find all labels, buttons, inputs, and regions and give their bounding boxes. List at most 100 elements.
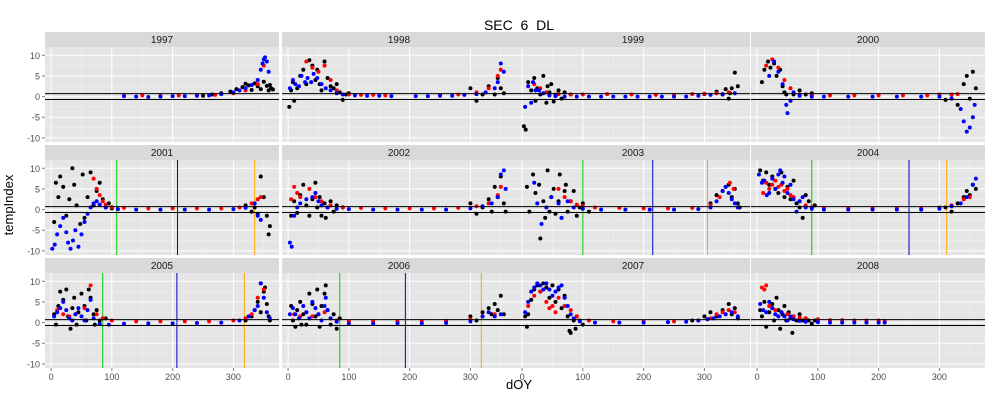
point-black bbox=[759, 314, 764, 319]
point-black bbox=[551, 186, 556, 191]
point-red bbox=[900, 93, 905, 98]
point-black bbox=[56, 195, 61, 200]
point-blue bbox=[973, 176, 978, 181]
point-blue bbox=[82, 318, 87, 323]
point-red bbox=[103, 202, 108, 207]
point-red bbox=[498, 67, 503, 72]
point-black bbox=[489, 312, 494, 317]
facet-strip bbox=[282, 145, 516, 160]
x-tick-label: 200 bbox=[402, 372, 417, 382]
point-black bbox=[791, 178, 796, 183]
point-red bbox=[231, 318, 236, 323]
point-red bbox=[791, 314, 796, 319]
x-tick-label: 0 bbox=[520, 372, 525, 382]
point-red bbox=[788, 193, 793, 198]
point-red bbox=[109, 318, 114, 323]
point-black bbox=[772, 318, 777, 323]
x-tick-label: 100 bbox=[104, 372, 119, 382]
point-blue bbox=[758, 301, 763, 306]
point-blue bbox=[641, 320, 646, 325]
point-blue bbox=[776, 314, 781, 319]
point-black bbox=[304, 322, 309, 327]
point-red bbox=[568, 92, 573, 97]
point-blue bbox=[523, 310, 528, 315]
point-black bbox=[492, 92, 497, 97]
point-black bbox=[541, 199, 546, 204]
x-tick-label: 200 bbox=[636, 372, 651, 382]
point-red bbox=[94, 186, 99, 191]
point-blue bbox=[815, 320, 820, 325]
point-red bbox=[255, 295, 260, 300]
point-black bbox=[290, 318, 295, 323]
point-blue bbox=[767, 73, 772, 78]
point-blue bbox=[255, 304, 260, 309]
facet-panel-2006: 2006 0 100 200 300 bbox=[282, 258, 516, 382]
facet-strip-label: 2005 bbox=[151, 261, 174, 272]
point-red bbox=[298, 195, 303, 200]
point-blue bbox=[970, 182, 975, 187]
point-blue bbox=[68, 246, 73, 251]
point-blue bbox=[553, 289, 558, 294]
point-red bbox=[176, 93, 181, 98]
point-black bbox=[571, 188, 576, 193]
facet-strip-label: 2002 bbox=[388, 148, 411, 159]
point-black bbox=[563, 182, 568, 187]
point-red bbox=[207, 319, 212, 324]
point-blue bbox=[352, 93, 357, 98]
point-black bbox=[949, 209, 954, 214]
point-black bbox=[468, 314, 473, 319]
point-blue bbox=[919, 94, 924, 99]
point-black bbox=[501, 312, 506, 317]
point-blue bbox=[762, 178, 767, 183]
point-blue bbox=[79, 232, 84, 237]
point-blue bbox=[146, 321, 151, 326]
point-blue bbox=[287, 312, 292, 317]
point-black bbox=[532, 75, 537, 80]
y-tick-label: -5 bbox=[32, 339, 40, 349]
point-red bbox=[182, 319, 187, 324]
point-black bbox=[249, 87, 254, 92]
point-red bbox=[346, 92, 351, 97]
point-blue bbox=[732, 201, 737, 206]
point-blue bbox=[498, 312, 503, 317]
point-blue bbox=[809, 206, 814, 211]
point-red bbox=[785, 186, 790, 191]
point-blue bbox=[289, 244, 294, 249]
point-black bbox=[762, 299, 767, 304]
point-red bbox=[556, 186, 561, 191]
point-red bbox=[773, 178, 778, 183]
point-black bbox=[323, 283, 328, 288]
point-blue bbox=[293, 312, 298, 317]
point-black bbox=[76, 310, 81, 315]
facet-strip-label: 1997 bbox=[151, 35, 174, 46]
point-blue bbox=[255, 213, 260, 218]
point-red bbox=[237, 205, 242, 210]
point-red bbox=[319, 199, 324, 204]
point-blue bbox=[328, 88, 333, 93]
point-blue bbox=[311, 71, 316, 76]
point-blue bbox=[782, 174, 787, 179]
point-black bbox=[533, 191, 538, 196]
point-red bbox=[310, 314, 315, 319]
point-blue bbox=[788, 314, 793, 319]
point-blue bbox=[389, 94, 394, 99]
point-black bbox=[690, 318, 695, 323]
point-red bbox=[495, 73, 500, 78]
point-blue bbox=[61, 299, 66, 304]
point-blue bbox=[970, 115, 975, 120]
point-red bbox=[91, 176, 96, 181]
point-blue bbox=[438, 93, 443, 98]
point-red bbox=[88, 283, 93, 288]
facet-panel-2002: 2002 bbox=[282, 145, 516, 255]
point-black bbox=[468, 86, 473, 91]
point-red bbox=[586, 318, 591, 323]
point-blue bbox=[334, 206, 339, 211]
point-blue bbox=[537, 88, 542, 93]
point-black bbox=[541, 281, 546, 286]
point-blue bbox=[58, 306, 63, 311]
point-black bbox=[762, 67, 767, 72]
point-blue bbox=[723, 184, 728, 189]
point-black bbox=[486, 197, 491, 202]
point-blue bbox=[852, 320, 857, 325]
